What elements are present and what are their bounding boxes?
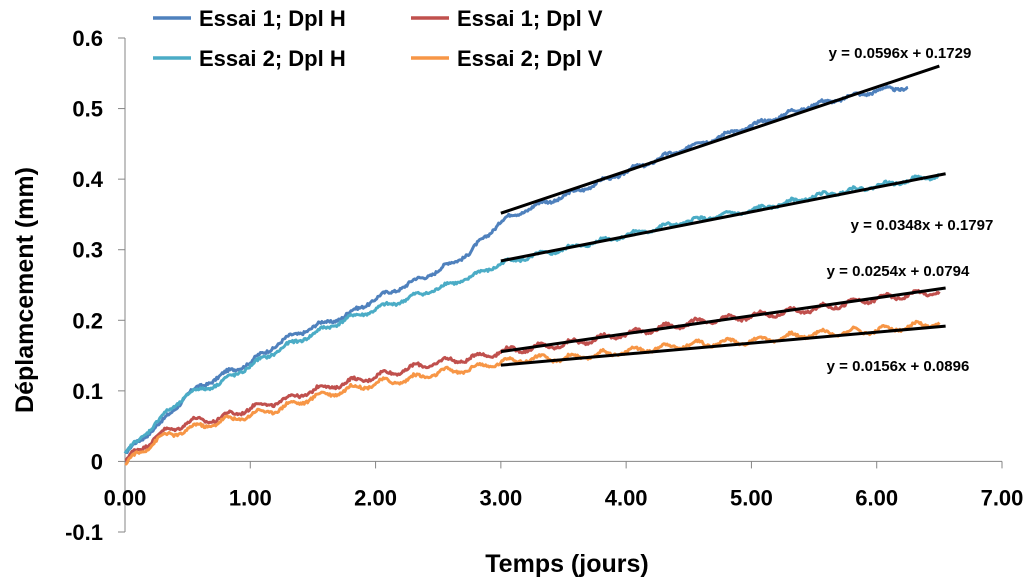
y-tick-label: 0.4 xyxy=(72,167,103,192)
x-tick-label: 7.00 xyxy=(981,485,1024,510)
series-line xyxy=(124,289,941,462)
y-tick-label: -0.1 xyxy=(65,520,103,545)
x-tick-label: 2.00 xyxy=(354,485,397,510)
trendline-equation: y = 0.0348x + 0.1797 xyxy=(851,217,994,234)
y-tick-label: 0.1 xyxy=(72,379,103,404)
trendline xyxy=(500,286,946,354)
x-tick-label: 3.00 xyxy=(479,485,522,510)
trendline-equation: y = 0.0596x + 0.1729 xyxy=(829,45,972,62)
trendline-layer: y = 0.0596x + 0.1729 y = 0.0348x + 0.1797… xyxy=(500,45,994,375)
series-line xyxy=(124,319,941,466)
legend: Essai 1; Dpl H Essai 1; Dpl V Essai 2; Dpl… xyxy=(153,6,603,71)
y-tick-label: 0.3 xyxy=(72,238,103,263)
series-line xyxy=(123,173,940,455)
y-tick-label: 0.5 xyxy=(72,97,103,122)
legend-label: Essai 2; Dpl H xyxy=(199,46,346,71)
x-axis-title: Temps (jours) xyxy=(485,550,648,578)
trendline xyxy=(500,64,940,215)
legend-label: Essai 1; Dpl H xyxy=(199,6,346,31)
x-tick-label: 5.00 xyxy=(730,485,773,510)
x-tick-label: 0.00 xyxy=(104,485,147,510)
trendline-equation: y = 0.0156x + 0.0896 xyxy=(827,358,970,375)
trendline xyxy=(500,324,946,367)
y-tick-label: 0.2 xyxy=(72,308,103,333)
x-tick-label: 6.00 xyxy=(855,485,898,510)
y-tick-label: 0 xyxy=(91,449,103,474)
x-tick-label: 1.00 xyxy=(229,485,272,510)
x-tick-label: 4.00 xyxy=(605,485,648,510)
legend-label: Essai 1; Dpl V xyxy=(457,6,603,31)
legend-label: Essai 2; Dpl V xyxy=(457,46,603,71)
axes: -0.1 0 0.1 0.2 0.3 0.4 0.5 0.6 0.00 1.00 2.00 3.00 4… xyxy=(65,26,1023,545)
y-tick-label: 0.6 xyxy=(72,26,103,51)
trendline-equation: y = 0.0254x + 0.0794 xyxy=(827,263,970,280)
trendline xyxy=(500,172,946,263)
y-axis-title: Déplamcement (mm) xyxy=(11,167,39,413)
series-line xyxy=(123,84,909,455)
series-layer xyxy=(123,84,941,466)
